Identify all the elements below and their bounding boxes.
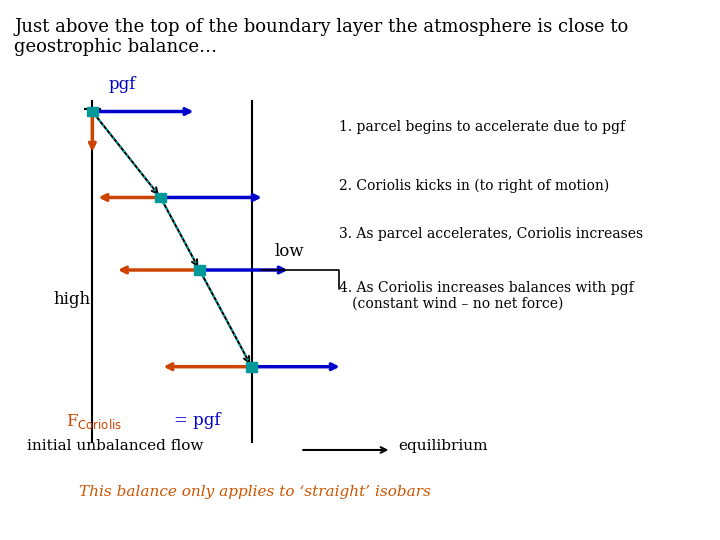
Text: 1. parcel begins to accelerate due to pgf: 1. parcel begins to accelerate due to pg… — [339, 119, 626, 133]
Text: low: low — [274, 243, 304, 260]
Text: equilibrium: equilibrium — [397, 439, 487, 453]
Bar — [194, 265, 205, 275]
Text: = pgf: = pgf — [174, 413, 220, 429]
Text: 2. Coriolis kicks in (to right of motion): 2. Coriolis kicks in (to right of motion… — [339, 179, 610, 193]
Bar — [246, 362, 258, 372]
Text: initial unbalanced flow: initial unbalanced flow — [27, 439, 204, 453]
Text: high: high — [53, 292, 91, 308]
Text: Just above the top of the boundary layer the atmosphere is close to
geostrophic : Just above the top of the boundary layer… — [14, 17, 629, 56]
Bar — [155, 193, 166, 202]
Text: F$_{\rm Coriolis}$: F$_{\rm Coriolis}$ — [66, 413, 122, 431]
Text: This balance only applies to ‘straight’ isobars: This balance only applies to ‘straight’ … — [79, 485, 431, 499]
Text: 3. As parcel accelerates, Coriolis increases: 3. As parcel accelerates, Coriolis incre… — [339, 227, 644, 241]
Bar — [86, 107, 98, 116]
Text: 4. As Coriolis increases balances with pgf
   (constant wind – no net force): 4. As Coriolis increases balances with p… — [339, 281, 634, 311]
Text: pgf: pgf — [109, 76, 136, 93]
